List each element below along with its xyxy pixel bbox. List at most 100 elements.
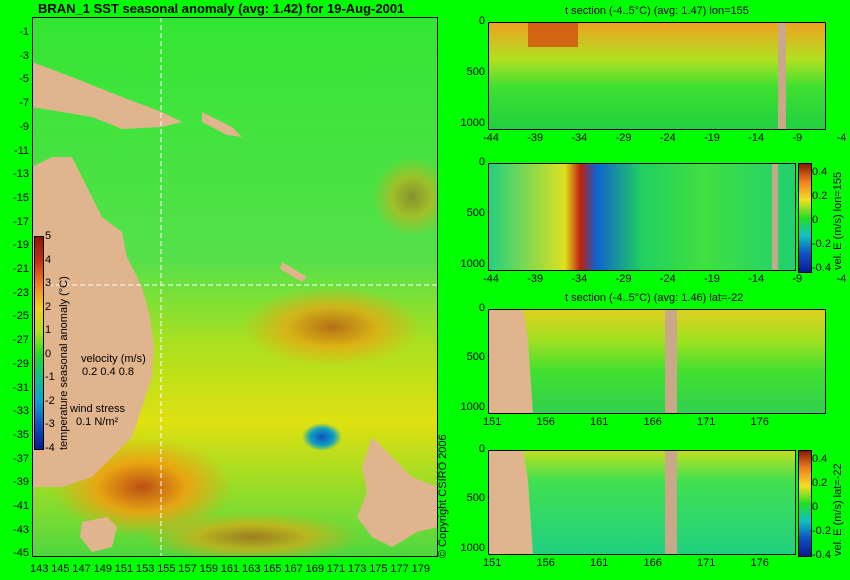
map-y-tick: -39 [13, 476, 29, 489]
section4-plot [488, 450, 796, 555]
section-x-tick: 156 [536, 557, 555, 569]
land-new-caledonia [280, 262, 307, 282]
map-x-tick: 169 [305, 563, 324, 575]
section3-plot [488, 309, 826, 414]
section3-land [488, 309, 533, 414]
map-y-tick: -7 [19, 97, 29, 110]
map-y-tick: -17 [13, 215, 29, 228]
sst-colorbar-tick: 3 [45, 277, 52, 289]
map-x-tick: 159 [199, 563, 218, 575]
map-y-tick: -21 [13, 263, 29, 275]
map-x-tick: 171 [326, 563, 346, 575]
section-y-tick: 500 [466, 65, 485, 78]
sst-colorbar-tick: -4 [45, 441, 55, 454]
map-y-tick: -11 [13, 144, 29, 157]
section2-plot [488, 163, 796, 271]
sst-colorbar-label: temperature seasonal anomaly (°C) [58, 276, 70, 450]
map-x-tick: 161 [220, 563, 240, 575]
section-x-tick: 171 [697, 557, 716, 569]
map-y-tick: -23 [13, 286, 29, 299]
land-png [32, 62, 182, 129]
map-y-tick: -5 [19, 73, 29, 86]
sst-colorbar-tick: 5 [45, 230, 52, 242]
section4-colorbar-label: vel. E (m/s) lat=-22 [832, 463, 844, 556]
map-x-tick: 151 [114, 563, 134, 575]
section-x-tick: -9 [792, 132, 803, 144]
map-y-tick: -27 [13, 334, 29, 347]
map-x-tick: 157 [178, 563, 197, 575]
section-x-tick: 166 [643, 557, 662, 569]
sst-colorbar [34, 236, 44, 450]
section4-colorbar [798, 450, 812, 557]
section-x-tick: 161 [590, 416, 609, 428]
land-new-zealand [357, 437, 438, 547]
section-x-tick: 151 [483, 557, 502, 569]
map-y-tick: -13 [13, 168, 29, 181]
section-x-tick: -44 [483, 132, 499, 144]
map-y-tick: -29 [13, 357, 29, 370]
map-x-tick: 165 [263, 563, 282, 575]
map-y-tick: -25 [13, 310, 29, 323]
sst-colorbar-tick: -1 [45, 371, 55, 383]
map-x-tick: 155 [157, 563, 176, 575]
section-y-tick: 1000 [460, 541, 485, 554]
section-x-tick: 176 [750, 557, 769, 569]
wind-legend-title: wind stress [70, 403, 126, 415]
sst-map [32, 17, 438, 557]
section-x-tick: -19 [704, 273, 720, 285]
section2-colorbar [798, 163, 812, 273]
map-x-tick: 147 [72, 563, 91, 575]
section-colorbar-tick: -0.4 [812, 549, 831, 561]
map-title: BRAN_1 SST seasonal anomaly (avg: 1.42) … [38, 1, 405, 16]
sst-colorbar-tick: 4 [45, 253, 52, 266]
section-colorbar-tick: 0 [812, 214, 819, 226]
section-x-tick: -39 [527, 273, 544, 285]
map-x-tick: 179 [411, 563, 430, 575]
section-x-tick: -24 [659, 273, 676, 285]
section-y-tick: 0 [478, 443, 485, 455]
velocity-legend-title: velocity (m/s) [81, 353, 146, 365]
section-colorbar-tick: 0.2 [812, 477, 828, 489]
section-x-tick: -4 [836, 132, 847, 144]
section-x-tick: -34 [571, 273, 588, 285]
section-y-tick: 0 [478, 302, 485, 314]
map-x-tick: 163 [242, 563, 261, 575]
map-y-tick: -35 [13, 428, 29, 441]
map-x-tick: 145 [51, 563, 70, 575]
section-x-tick: 171 [697, 416, 716, 428]
velocity-legend-values: 0.2 0.4 0.8 [82, 366, 134, 378]
section-x-tick: 176 [750, 416, 769, 428]
sst-map-svg [32, 17, 438, 557]
section-colorbar-tick: 0 [812, 501, 819, 513]
map-y-tick: -41 [13, 500, 29, 512]
map-x-tick: 175 [369, 563, 388, 575]
section-x-tick: 161 [590, 557, 609, 569]
section-colorbar-tick: 0.2 [812, 190, 828, 202]
map-x-tick: 153 [136, 563, 155, 575]
section-y-tick: 0 [478, 15, 485, 27]
sst-colorbar-tick: -2 [45, 394, 55, 407]
copyright-text: © Copyright CSIRO 2006 [437, 434, 449, 558]
section-x-tick: -29 [615, 273, 632, 285]
map-x-tick: 143 [30, 563, 49, 575]
map-y-tick: -15 [13, 191, 29, 204]
map-x-tick: 167 [284, 563, 303, 575]
section-x-tick: -14 [748, 132, 765, 144]
section-x-tick: -9 [792, 273, 803, 285]
section-y-tick: 500 [466, 351, 485, 364]
section-x-tick: -34 [571, 132, 588, 144]
land-tasmania [80, 517, 117, 552]
sst-colorbar-tick: 0 [45, 347, 52, 360]
section-y-tick: 1000 [460, 257, 485, 270]
map-y-tick: -9 [19, 120, 29, 133]
map-y-tick: -3 [19, 49, 29, 62]
section-colorbar-tick: 0.4 [812, 453, 828, 465]
section-colorbar-tick: -0.2 [812, 525, 831, 537]
section1-title: t section (-4..5°C) (avg: 1.47) lon=155 [565, 5, 749, 17]
map-y-tick: -1 [19, 26, 29, 38]
section2-colorbar-label: vel. E (m/s) lon=155 [832, 171, 844, 270]
section-x-tick: -29 [615, 132, 632, 144]
section-colorbar-tick: -0.2 [812, 238, 831, 250]
section-y-tick: 0 [478, 156, 485, 168]
section-colorbar-tick: -0.4 [812, 262, 831, 274]
